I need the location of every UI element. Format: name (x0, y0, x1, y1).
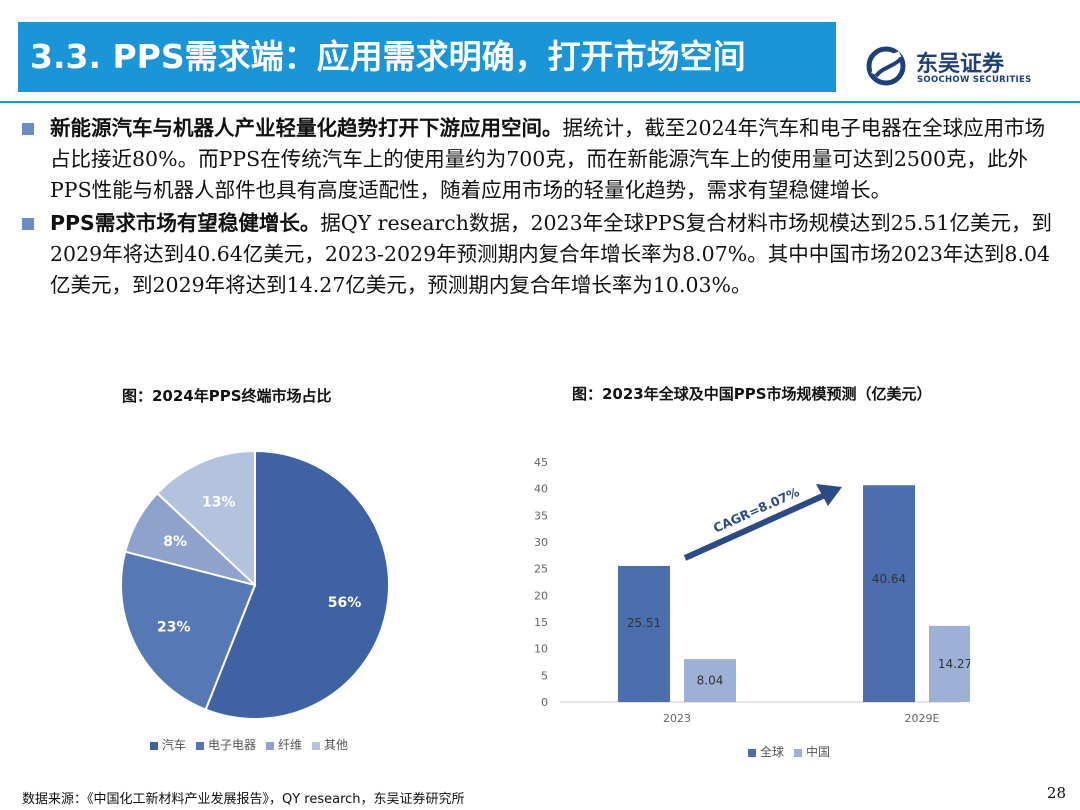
pie-slice-label: 23% (157, 619, 191, 635)
pie-slice (204, 449, 390, 720)
y-tick-label: 45 (534, 456, 548, 469)
pie-legend: 汽车 电子电器 纤维 其他 (150, 736, 358, 753)
bullet-body: 据统计，截至2024年汽车和电子电器在全球应用市场占比接近80%。而PPS在传统… (50, 116, 1046, 202)
legend-swatch (196, 741, 205, 750)
logo-subtitle: SOOCHOW SECURITIES (917, 75, 1032, 85)
legend-item: 其他 (312, 736, 348, 753)
bar-caption: 图：2023年全球及中国PPS市场规模预测（亿美元） (572, 385, 932, 403)
pie-slice (120, 550, 257, 711)
cagr-arrow-line (683, 492, 827, 561)
company-logo: 东吴证券 SOOCHOW SECURITIES (866, 44, 1066, 88)
y-tick-label: 0 (541, 696, 548, 709)
legend-item: 电子电器 (196, 736, 256, 753)
page-title: 3.3. PPS需求端：应用需求明确，打开市场空间 (30, 37, 746, 76)
bar-legend: 全球 中国 (748, 743, 840, 760)
legend-swatch (312, 741, 321, 750)
bullet-item: 新能源汽车与机器人产业轻量化趋势打开下游应用空间。据统计，截至2024年汽车和电… (20, 113, 1060, 206)
y-tick-label: 35 (534, 509, 548, 522)
legend-item: 纤维 (266, 736, 302, 753)
footer-source: 数据来源：《中国化工新材料产业发展报告》，QY research，东吴证券研究所 (22, 792, 465, 807)
bullet-item: PPS需求市场有望稳健增长。据QY research数据，2023年全球PPS复… (20, 208, 1060, 301)
legend-swatch (266, 741, 275, 750)
pie-caption: 图：2024年PPS终端市场占比 (122, 387, 332, 405)
y-tick-label: 40 (534, 483, 548, 496)
y-tick-label: 30 (534, 536, 548, 549)
bar (684, 659, 736, 702)
arrow-head-icon (816, 484, 842, 506)
legend-label: 中国 (806, 745, 831, 759)
soochow-logo-icon (866, 46, 906, 86)
y-tick-label: 20 (534, 589, 548, 602)
y-tick-label: 5 (541, 669, 548, 682)
y-tick-label: 25 (534, 563, 548, 576)
pie-slice (155, 449, 256, 588)
pie-chart: 56% 23% 8% 13% (120, 449, 390, 720)
square-bullet-icon (22, 218, 34, 230)
legend-swatch (150, 741, 158, 750)
bullet-body: 据QY research数据，2023年全球PPS复合材料市场规模达到25.51… (50, 211, 1052, 297)
legend-label: 全球 (760, 745, 785, 759)
square-bullet-icon (22, 123, 34, 135)
y-tick-label: 10 (534, 643, 548, 656)
legend-label: 其他 (324, 738, 349, 752)
pie-slice-label: 13% (202, 494, 236, 510)
x-tick-label: 2029E (905, 712, 940, 725)
pie-slice-label: 8% (163, 534, 187, 550)
logo-name: 东吴证券 (916, 52, 1005, 77)
bar-chart: 0 5 10 15 20 25 30 35 40 45 25.51 8.04 2023 40.64 14.2… (534, 456, 970, 725)
bar-value-label: 40.64 (872, 572, 906, 586)
pie-slice-label: 56% (328, 595, 362, 611)
y-tick-label: 15 (534, 616, 548, 629)
legend-label: 电子电器 (208, 738, 257, 752)
legend-label: 纤维 (278, 738, 303, 752)
page-number: 28 (1046, 784, 1066, 802)
title-bar: 3.3. PPS需求端：应用需求明确，打开市场空间 (18, 22, 836, 92)
legend-item: 汽车 (150, 736, 186, 753)
x-tick-label: 2023 (663, 712, 691, 725)
bar-value-label: 25.51 (627, 616, 661, 630)
header-divider (0, 101, 1080, 103)
bullet-lead: PPS需求市场有望稳健增长。 (50, 211, 321, 235)
legend-swatch (794, 748, 803, 757)
bullet-list: 新能源汽车与机器人产业轻量化趋势打开下游应用空间。据统计，截至2024年汽车和电… (20, 113, 1060, 303)
bar-value-label: 14.27 (938, 657, 970, 671)
legend-item: 中国 (794, 743, 830, 760)
legend-swatch (748, 748, 756, 757)
legend-label: 汽车 (162, 738, 187, 752)
bar (618, 565, 670, 702)
bar (929, 625, 970, 702)
legend-item: 全球 (748, 743, 784, 760)
bar (863, 485, 915, 702)
bar-value-label: 8.04 (697, 674, 724, 688)
bullet-lead: 新能源汽车与机器人产业轻量化趋势打开下游应用空间。 (50, 116, 563, 140)
